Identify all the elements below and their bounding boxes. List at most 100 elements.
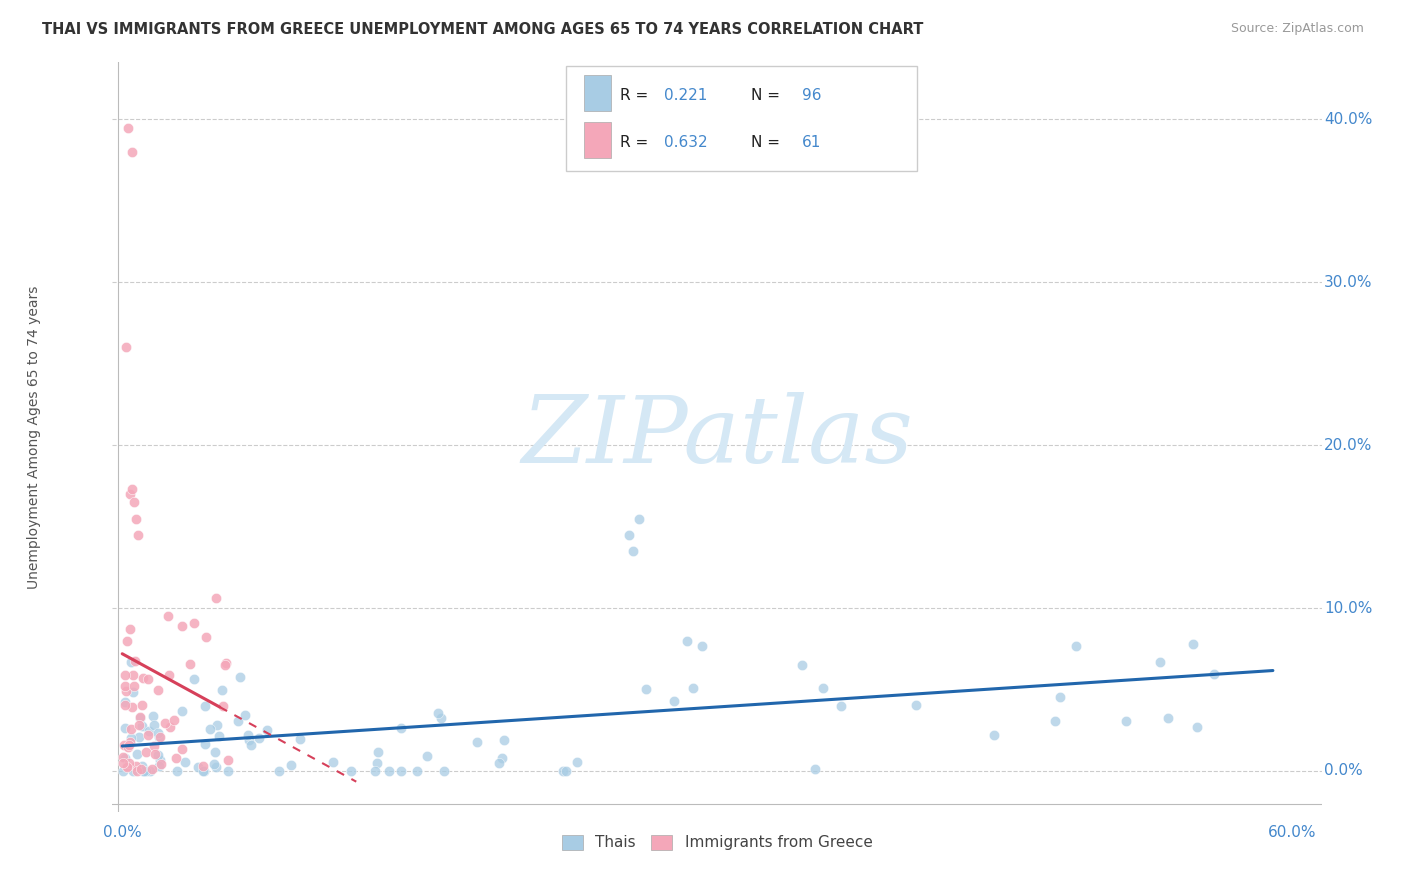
Point xyxy=(148,759,170,773)
Point xyxy=(122,764,145,778)
Point xyxy=(112,738,135,752)
Point xyxy=(127,528,149,542)
Text: Unemployment Among Ages 65 to 74 years: Unemployment Among Ages 65 to 74 years xyxy=(27,285,41,589)
Text: N =: N = xyxy=(751,135,780,150)
Point xyxy=(118,487,141,501)
Point xyxy=(214,657,236,672)
Point xyxy=(682,681,704,696)
Point xyxy=(128,711,150,725)
Point xyxy=(114,679,136,693)
Point xyxy=(141,762,163,776)
Point xyxy=(217,753,239,767)
Point xyxy=(378,764,401,778)
Point xyxy=(565,755,588,769)
Point xyxy=(1043,714,1066,728)
Point xyxy=(143,747,166,761)
Point xyxy=(205,591,228,605)
Text: 61: 61 xyxy=(801,135,821,150)
Point xyxy=(194,737,217,751)
FancyBboxPatch shape xyxy=(565,66,917,171)
Point xyxy=(240,738,263,752)
Point xyxy=(1181,637,1204,651)
Point xyxy=(465,735,488,749)
Point xyxy=(1064,639,1087,653)
Point xyxy=(1185,720,1208,734)
Text: 60.0%: 60.0% xyxy=(1268,825,1316,839)
Point xyxy=(143,739,166,754)
Point xyxy=(236,728,259,742)
Point xyxy=(146,682,169,697)
Point xyxy=(127,764,149,778)
Point xyxy=(115,341,138,355)
Point xyxy=(406,764,429,778)
Point xyxy=(115,760,138,774)
Point xyxy=(256,723,278,738)
Point xyxy=(690,639,713,653)
Point xyxy=(1202,667,1225,681)
Point xyxy=(215,657,238,671)
Point xyxy=(157,668,180,682)
Point xyxy=(165,750,187,764)
Point xyxy=(121,145,143,159)
Point xyxy=(142,709,165,723)
Point xyxy=(153,715,176,730)
Point xyxy=(111,756,134,770)
Point xyxy=(433,764,456,778)
Point xyxy=(676,634,699,648)
Point xyxy=(1115,714,1137,728)
Point xyxy=(202,757,225,772)
Text: 0.0%: 0.0% xyxy=(1324,764,1362,779)
Point xyxy=(129,762,152,776)
Point xyxy=(183,616,205,631)
Point xyxy=(194,630,217,644)
Point xyxy=(339,764,361,778)
Point xyxy=(619,528,641,542)
Point xyxy=(148,730,170,744)
Point xyxy=(142,718,165,732)
Point xyxy=(204,745,226,759)
Point xyxy=(191,764,214,778)
Point xyxy=(205,760,228,774)
Text: 30.0%: 30.0% xyxy=(1324,275,1372,290)
Text: 0.632: 0.632 xyxy=(664,135,707,150)
Point xyxy=(1149,655,1171,669)
Point xyxy=(122,667,145,681)
Point xyxy=(494,733,516,747)
Point xyxy=(149,730,172,744)
Text: THAI VS IMMIGRANTS FROM GREECE UNEMPLOYMENT AMONG AGES 65 TO 74 YEARS CORRELATIO: THAI VS IMMIGRANTS FROM GREECE UNEMPLOYM… xyxy=(42,22,924,37)
Point xyxy=(129,710,152,724)
Text: 0.0%: 0.0% xyxy=(103,825,142,839)
Point xyxy=(166,764,188,778)
Point xyxy=(146,725,169,739)
Point xyxy=(415,748,437,763)
Point xyxy=(288,732,311,747)
Point xyxy=(174,756,197,770)
Point xyxy=(554,764,576,778)
Point xyxy=(120,731,142,746)
Point xyxy=(120,735,142,749)
Point xyxy=(120,655,142,669)
Text: 96: 96 xyxy=(801,87,821,103)
Point xyxy=(118,756,141,770)
Point xyxy=(235,707,257,722)
Point xyxy=(121,684,143,698)
Text: Source: ZipAtlas.com: Source: ZipAtlas.com xyxy=(1230,22,1364,36)
Point xyxy=(904,698,927,713)
Point xyxy=(187,760,209,774)
Point xyxy=(159,720,181,734)
Point xyxy=(114,721,136,735)
Point xyxy=(1049,690,1071,705)
Point xyxy=(280,758,302,772)
Point xyxy=(124,654,146,668)
Text: 10.0%: 10.0% xyxy=(1324,600,1372,615)
Point xyxy=(488,756,510,770)
Point xyxy=(198,722,221,736)
Point xyxy=(132,764,155,778)
Point xyxy=(121,482,143,496)
Point xyxy=(194,699,217,714)
Point xyxy=(790,657,813,672)
Point xyxy=(128,717,150,731)
Point xyxy=(427,706,450,721)
Point xyxy=(149,753,172,767)
Point xyxy=(114,698,136,712)
